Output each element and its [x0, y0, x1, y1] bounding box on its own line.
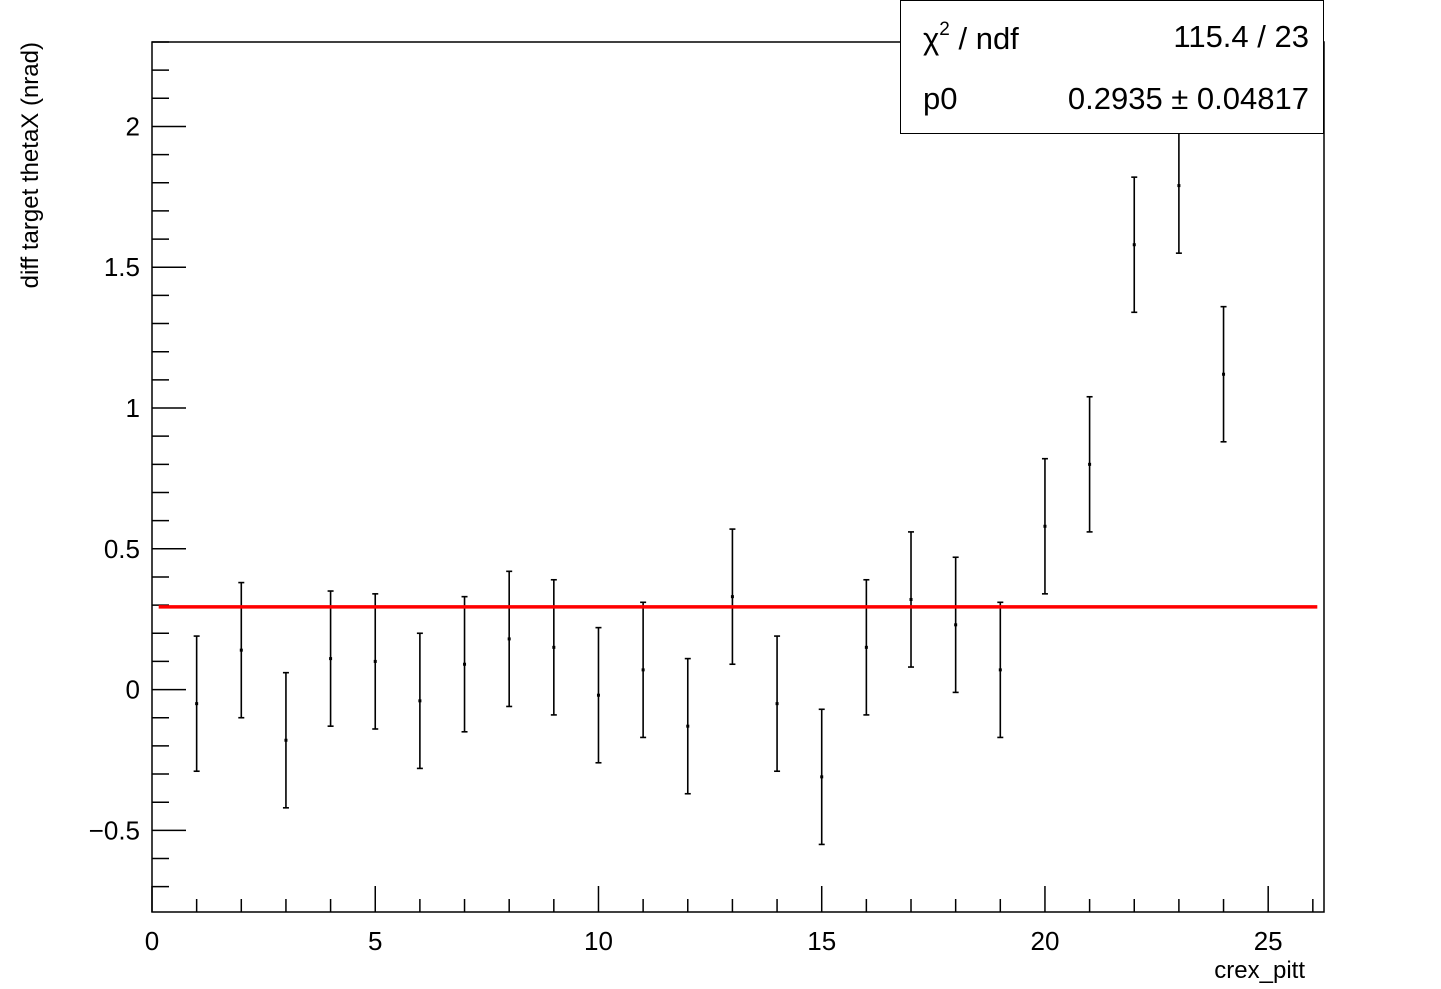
point-marker	[909, 597, 913, 601]
y-axis-ticks	[152, 41, 186, 888]
point-marker	[373, 659, 377, 663]
p0-row: p0 0.2935 ± 0.04817	[901, 81, 1323, 131]
y-tick-label: 2	[126, 111, 140, 141]
data-point	[1220, 305, 1227, 443]
data-point	[327, 590, 334, 727]
data-point	[640, 601, 647, 739]
x-tick-label: 20	[1030, 926, 1059, 956]
point-marker	[998, 668, 1002, 672]
point-marker	[329, 657, 333, 661]
data-point	[1131, 176, 1138, 314]
point-marker	[686, 724, 690, 728]
y-tick-label: 1	[126, 393, 140, 423]
y-axis-tick-labels: −0.5 0 0.5 1 1.5 2	[89, 111, 140, 845]
point-marker	[1088, 462, 1092, 466]
data-point	[908, 531, 915, 668]
point-marker	[820, 775, 824, 779]
y-tick-label: 1.5	[104, 252, 140, 282]
data-point	[1086, 395, 1093, 533]
data-point	[952, 556, 959, 694]
fit-stats-box: χ2 / ndf 115.4 / 23 p0 0.2935 ± 0.04817	[900, 0, 1324, 134]
data-point	[729, 528, 736, 666]
point-marker	[552, 645, 556, 649]
data-point	[238, 581, 245, 719]
y-axis-title: diff target thetaX (nrad)	[17, 42, 44, 288]
x-tick-label: 25	[1254, 926, 1283, 956]
point-marker	[195, 702, 199, 706]
data-point	[863, 578, 870, 716]
point-marker	[775, 702, 779, 706]
data-point	[282, 671, 289, 809]
y-tick-label: 0.5	[104, 534, 140, 564]
data-point	[416, 632, 423, 770]
x-tick-label: 15	[807, 926, 836, 956]
data-point	[550, 578, 557, 716]
point-marker	[463, 662, 467, 666]
point-marker	[596, 693, 600, 697]
data-point	[1041, 457, 1048, 595]
data-point	[193, 635, 200, 773]
point-marker	[730, 595, 734, 599]
x-tick-label: 5	[368, 926, 382, 956]
plot-frame	[151, 41, 1325, 913]
data-point	[595, 626, 602, 764]
point-marker	[1222, 372, 1226, 376]
x-tick-label: 10	[584, 926, 613, 956]
point-marker	[641, 668, 645, 672]
chi2-row: χ2 / ndf 115.4 / 23	[901, 19, 1323, 69]
point-marker	[239, 648, 243, 652]
chi2-value: 115.4 / 23	[1173, 19, 1309, 54]
data-point	[461, 595, 468, 733]
x-axis-tick-labels: 0 5 10 15 20 25	[145, 926, 1283, 956]
point-marker	[864, 645, 868, 649]
data-point	[774, 635, 781, 773]
point-marker	[1177, 184, 1181, 188]
x-axis-title: crex_pitt	[1214, 957, 1305, 984]
point-marker	[418, 699, 422, 703]
data-point	[1175, 117, 1182, 254]
p0-value: 0.2935 ± 0.04817	[1067, 81, 1309, 116]
data-point	[997, 601, 1004, 739]
p0-label: p0	[923, 81, 958, 116]
data-point	[818, 708, 825, 846]
point-marker	[507, 637, 511, 641]
data-point	[372, 593, 379, 730]
point-marker	[954, 623, 958, 627]
data-points	[193, 117, 1227, 846]
data-point	[684, 657, 691, 795]
point-marker	[1132, 243, 1136, 247]
y-tick-label: 0	[126, 675, 140, 705]
data-point	[506, 570, 513, 708]
point-marker	[284, 738, 288, 742]
x-tick-label: 0	[145, 926, 159, 956]
point-marker	[1043, 524, 1047, 528]
x-axis-ticks	[151, 886, 1314, 912]
y-tick-label: −0.5	[89, 815, 140, 845]
chi2-label: χ2 / ndf	[923, 19, 1019, 56]
